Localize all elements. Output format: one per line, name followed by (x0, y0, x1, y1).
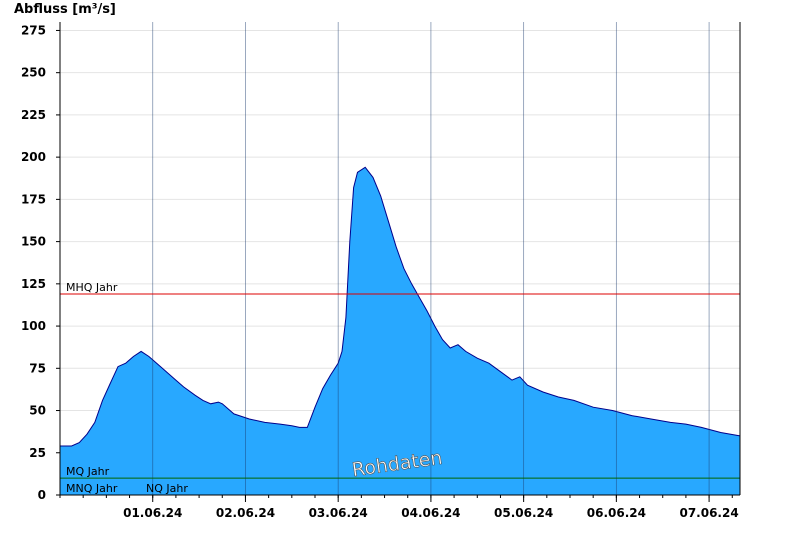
x-tick-label: 04.06.24 (401, 506, 460, 520)
reference-line-label: MQ Jahr (66, 465, 110, 478)
x-tick-label: 07.06.24 (679, 506, 738, 520)
y-tick-label: 200 (21, 150, 46, 164)
y-tick-label: 150 (21, 235, 46, 249)
y-axis-label: Abfluss [m³/s] (14, 2, 116, 17)
x-tick-label: 02.06.24 (216, 506, 275, 520)
area-layer (60, 166, 741, 496)
y-tick-label: 175 (21, 192, 46, 206)
discharge-line (60, 166, 741, 447)
vertical-grid-layer (152, 22, 710, 495)
y-tick-label: 50 (29, 404, 46, 418)
reference-line-label: MNQ Jahr (66, 482, 118, 495)
y-tick-label: 275 (21, 23, 46, 37)
y-tick-label: 75 (29, 361, 46, 375)
y-tick-label: 100 (21, 319, 46, 333)
y-tick-label: 0 (38, 488, 46, 502)
axis-layer: 0 25 50 75 100 125 150 175 200 225 250 275 01.06.24 0… (21, 22, 741, 520)
x-tick-label: 03.06.24 (309, 506, 368, 520)
reference-lines-layer: MHQ Jahr MQ Jahr MNQ Jahr NQ Jahr (60, 281, 740, 495)
x-tick-label: 01.06.24 (123, 506, 182, 520)
discharge-area (60, 167, 740, 496)
x-tick-label: 05.06.24 (494, 506, 553, 520)
y-tick-label: 25 (29, 446, 46, 460)
y-tick-label: 225 (21, 108, 46, 122)
reference-line-label: MHQ Jahr (66, 281, 118, 294)
x-tick-label: 06.06.24 (587, 506, 646, 520)
y-tick-label: 125 (21, 277, 46, 291)
y-tick-label: 250 (21, 66, 46, 80)
reference-line-label: NQ Jahr (146, 482, 188, 495)
